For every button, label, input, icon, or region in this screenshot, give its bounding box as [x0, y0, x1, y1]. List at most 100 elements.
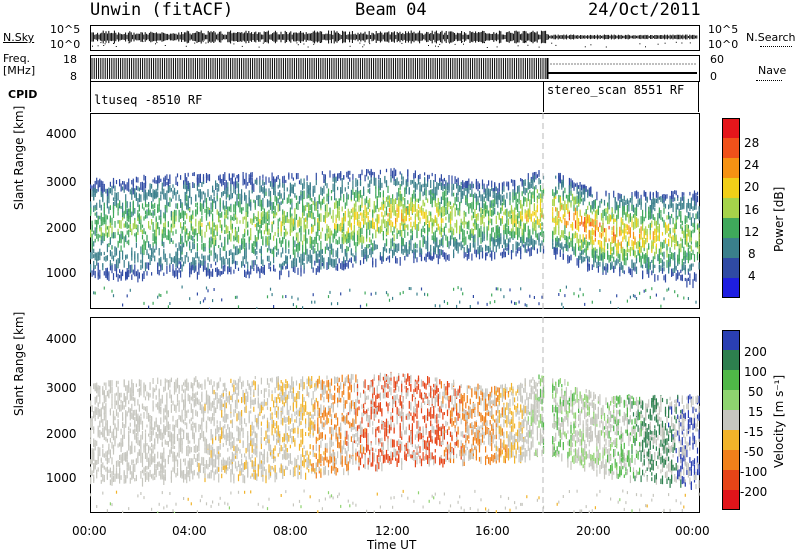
scatter-cell: [535, 185, 537, 190]
scatter-cell: [169, 239, 171, 244]
scatter-cell: [628, 202, 630, 212]
scatter-cell: [634, 220, 636, 229]
scatter-cell: [219, 220, 221, 228]
scatter-cell: [356, 217, 359, 223]
scatter-cell: [326, 183, 328, 189]
scatter-cell: [373, 177, 375, 186]
scatter-cell: [645, 238, 647, 245]
scatter-cell: [385, 231, 388, 236]
scatter-cell: [639, 198, 641, 205]
scatter-cell: [192, 226, 194, 232]
scatter-cell: [514, 215, 516, 221]
scatter-cell: [231, 216, 233, 221]
scatter-cell: [404, 215, 406, 224]
scatter-cell: [405, 244, 407, 252]
scatter-cell: [486, 228, 488, 237]
scatter-cell: [381, 182, 383, 188]
scatter-cell: [411, 180, 413, 184]
scatter-cell: [571, 222, 574, 231]
nsearch-sample: [681, 42, 683, 44]
scatter-cell: [465, 212, 467, 217]
scatter-cell: [597, 226, 599, 232]
scatter-cell: [363, 252, 365, 258]
scatter-cell: [472, 183, 474, 189]
nsearch-tick-low: 10^0: [708, 38, 739, 51]
scatter-cell: [607, 243, 609, 249]
scatter-cell: [314, 185, 316, 193]
scatter-cell: [352, 235, 354, 241]
scatter-cell: [126, 222, 128, 229]
scatter-cell: [158, 270, 160, 276]
scatter-cell: [517, 227, 519, 237]
scatter-cell: [559, 243, 561, 249]
scatter-cell: [422, 225, 424, 232]
scatter-cell: [625, 257, 627, 266]
scatter-cell: [93, 268, 95, 276]
scatter-cell: [115, 266, 118, 272]
scatter-cell: [349, 232, 351, 240]
scatter-cell: [568, 256, 570, 263]
scatter-cell: [453, 249, 455, 259]
scatter-cell: [468, 221, 470, 230]
scatter-cell: [160, 294, 162, 297]
scatter-cell: [428, 227, 430, 232]
scatter-cell: [274, 182, 276, 191]
scatter-cell: [161, 229, 163, 238]
scatter-cell: [227, 186, 229, 195]
scatter-cell: [478, 183, 481, 189]
scatter-cell: [167, 305, 169, 309]
scatter-cell: [163, 212, 165, 219]
scatter-cell: [620, 221, 622, 231]
scatter-cell: [483, 183, 485, 193]
scatter-cell: [100, 212, 102, 221]
scatter-cell: [613, 246, 615, 255]
scatter-cell: [135, 185, 137, 191]
scatter-cell: [295, 258, 298, 267]
scatter-cell: [306, 256, 308, 264]
scatter-cell: [392, 221, 394, 227]
scatter-cell: [166, 265, 168, 274]
scatter-cell: [411, 235, 413, 240]
scatter-cell: [184, 181, 186, 190]
scatter-cell: [292, 303, 294, 307]
scatter-cell: [263, 182, 265, 186]
scatter-cell: [334, 223, 336, 230]
scatter-cell: [558, 176, 560, 183]
scatter-cell: [259, 185, 261, 193]
scatter-cell: [398, 206, 400, 215]
scatter-cell: [228, 173, 230, 180]
scatter-cell: [642, 252, 644, 259]
nsearch-sample: [675, 41, 677, 43]
scatter-cell: [632, 241, 635, 250]
scatter-cell: [225, 209, 227, 219]
scatter-cell: [233, 235, 235, 240]
scatter-cell: [215, 267, 217, 272]
scatter-cell: [221, 211, 223, 218]
scatter-cell: [314, 199, 316, 207]
scatter-cell: [370, 220, 372, 229]
scatter-cell: [163, 227, 165, 232]
scatter-cell: [144, 241, 147, 246]
scatter-cell: [291, 217, 293, 226]
scatter-cell: [99, 199, 101, 208]
scatter-cell: [308, 213, 310, 218]
scatter-cell: [608, 197, 610, 203]
scatter-cell: [106, 200, 108, 209]
scatter-cell: [419, 220, 421, 224]
scatter-cell: [242, 181, 244, 186]
scatter-cell: [320, 231, 322, 239]
scatter-cell: [405, 180, 407, 186]
scatter-cell: [112, 232, 115, 239]
scatter-cell: [123, 236, 125, 242]
scatter-cell: [202, 265, 205, 272]
scatter-cell: [596, 254, 598, 259]
scatter-cell: [120, 205, 122, 209]
scatter-cell: [640, 233, 642, 240]
scatter-cell: [269, 181, 272, 187]
scatter-cell: [521, 191, 523, 197]
scatter-cell: [585, 244, 587, 252]
scatter-cell: [587, 241, 589, 248]
scatter-cell: [559, 205, 561, 210]
scatter-cell: [212, 225, 214, 234]
scatter-cell: [602, 223, 604, 232]
